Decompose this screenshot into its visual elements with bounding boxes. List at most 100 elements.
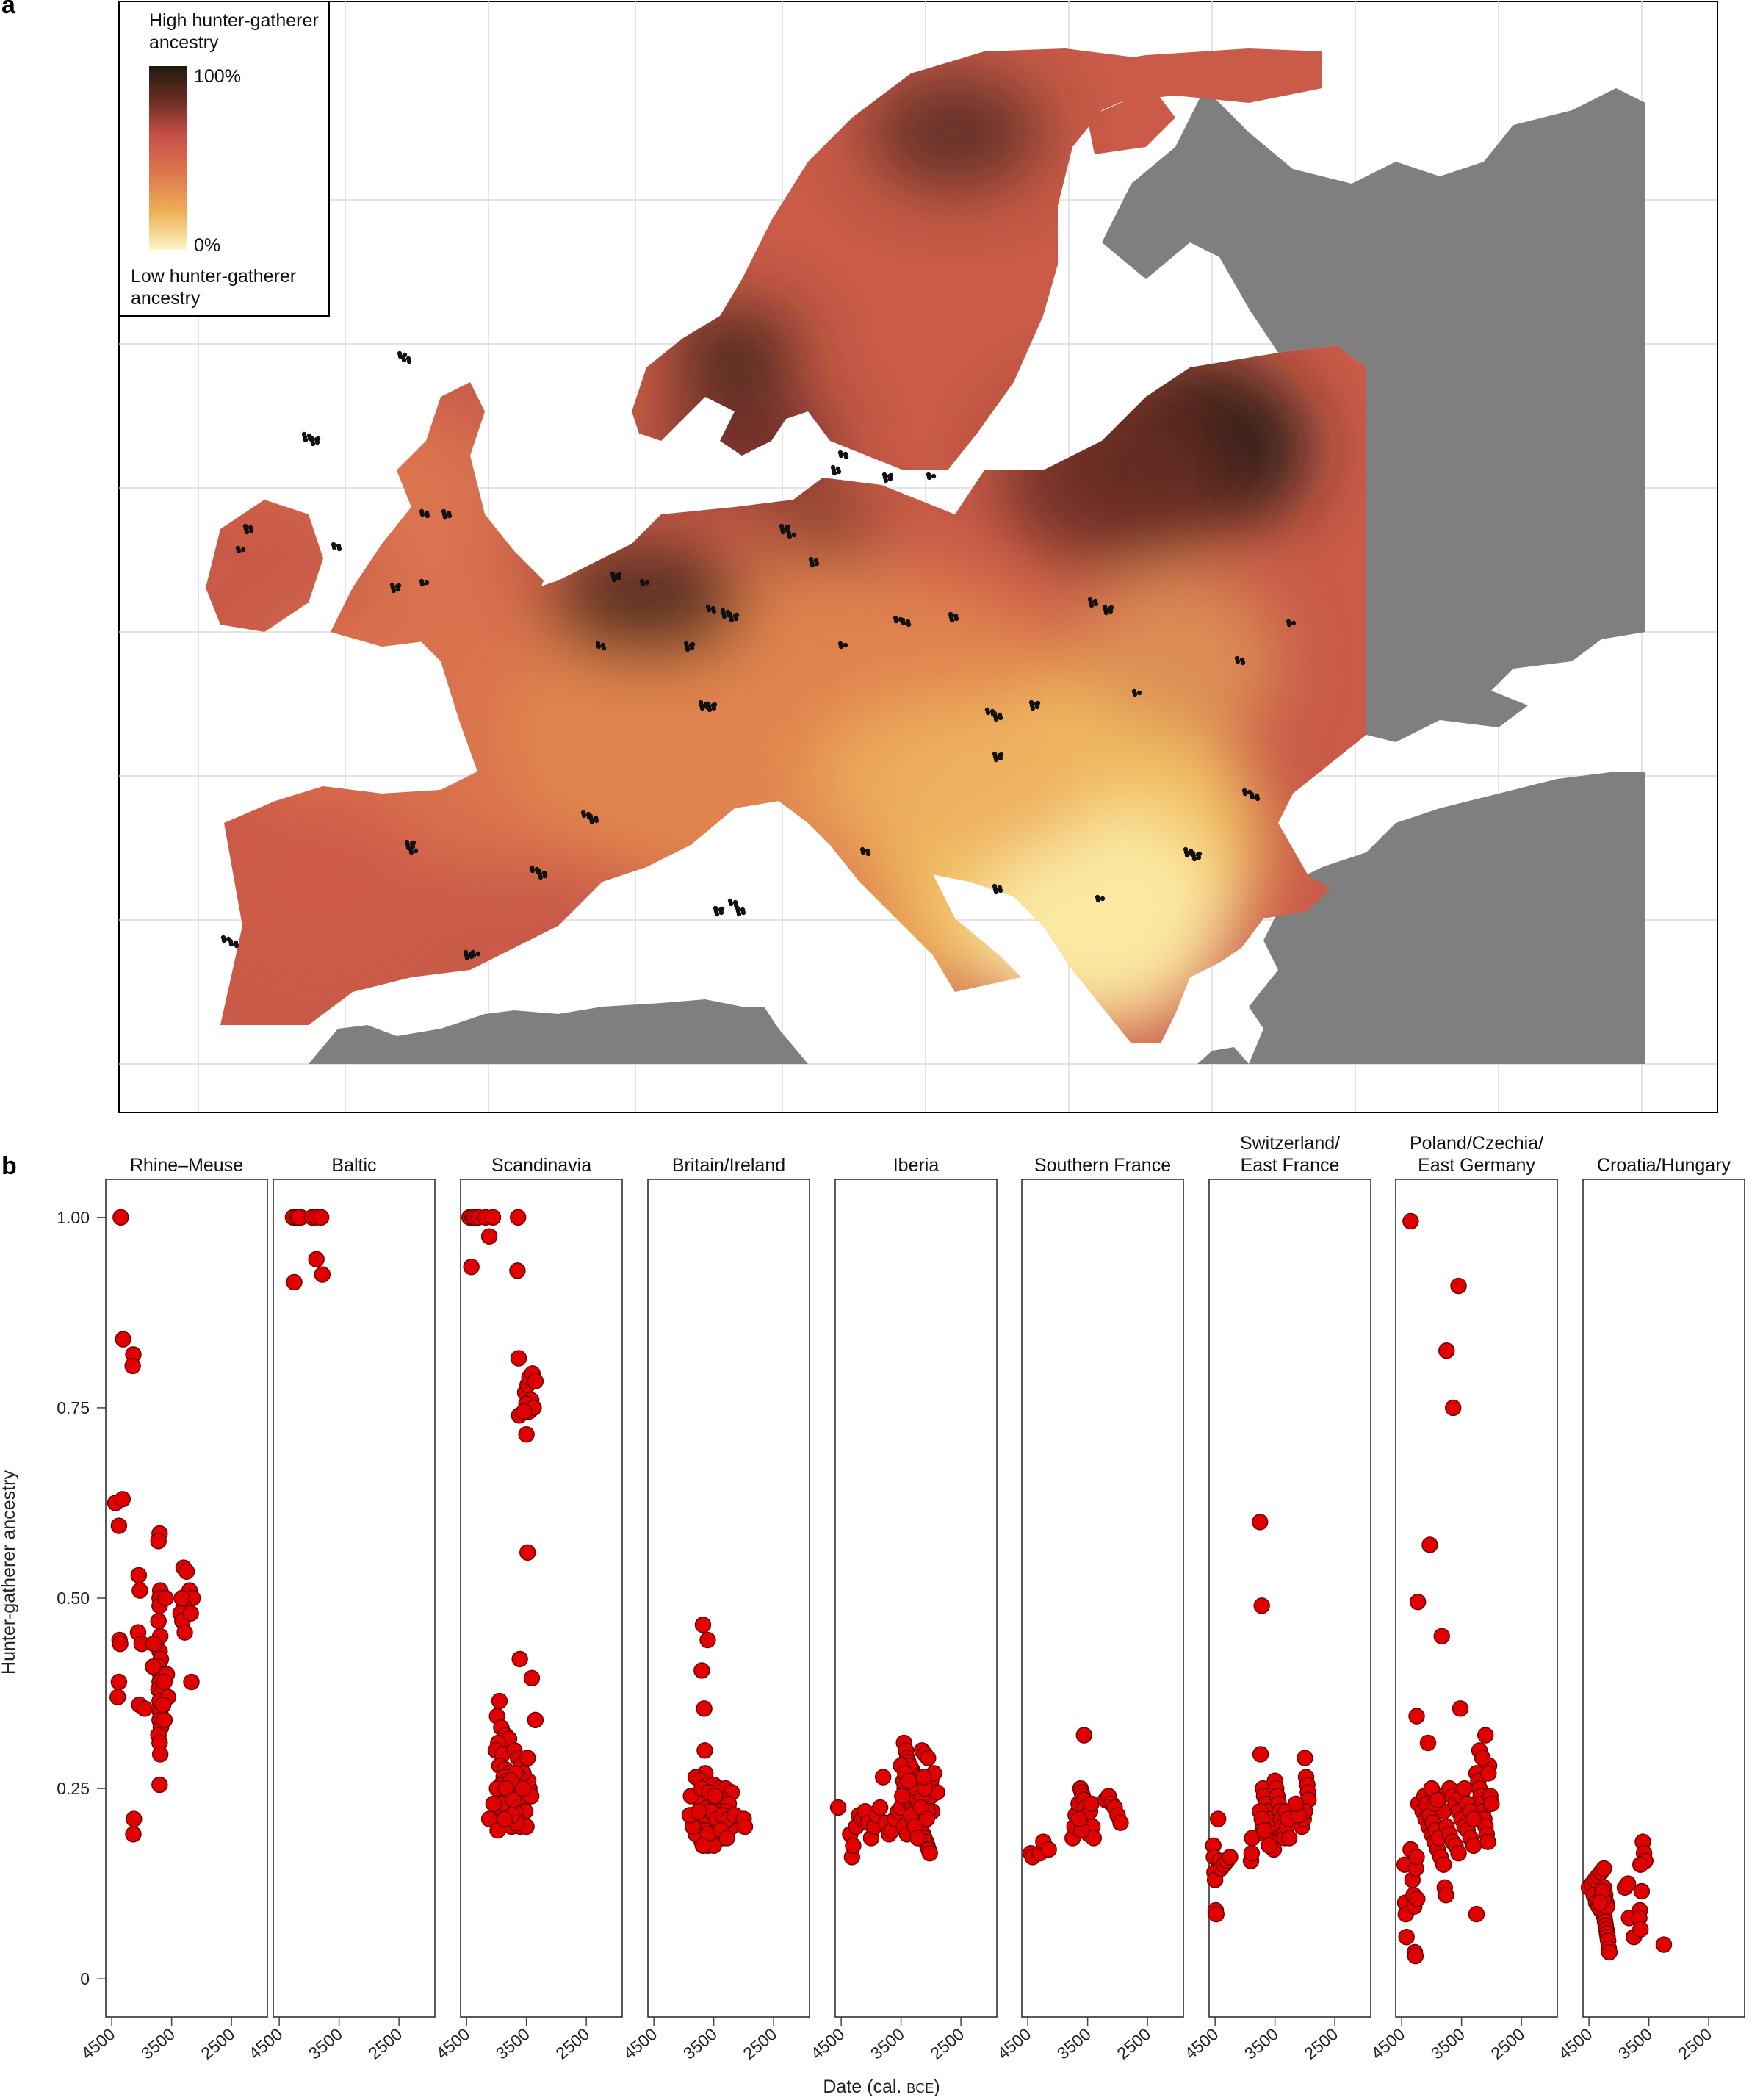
sample-site — [240, 547, 246, 553]
sample-site — [685, 647, 691, 652]
data-point — [1655, 1936, 1673, 1953]
facet-title: Switzerland/ — [1240, 1133, 1340, 1154]
sample-site — [396, 583, 402, 589]
sample-site — [993, 716, 999, 722]
x-tick-label: 4500 — [1367, 2024, 1408, 2063]
data-point — [112, 1635, 129, 1653]
sample-site — [314, 439, 320, 445]
sample-site — [442, 514, 448, 520]
sample-site — [711, 608, 717, 614]
data-point — [114, 1491, 131, 1508]
sample-site — [1235, 658, 1241, 664]
data-point — [1433, 1628, 1450, 1645]
data-point — [901, 1772, 917, 1789]
facet-frame — [1021, 1179, 1184, 2018]
data-point — [131, 1582, 148, 1599]
sample-site — [331, 544, 337, 550]
data-point — [511, 1650, 528, 1668]
sample-site — [719, 906, 725, 912]
data-point — [1596, 1860, 1612, 1877]
x-tick-label: 3500 — [492, 2024, 533, 2063]
sample-site — [413, 848, 419, 854]
y-tick-label: 1.00 — [57, 1208, 90, 1227]
x-axis-label: Date (cal. BCE) — [823, 2076, 940, 2097]
data-point — [1477, 1727, 1494, 1744]
data-point — [909, 1830, 926, 1847]
facet: Switzerland/East France 4500 3500 2500 — [1180, 1133, 1371, 2063]
data-point — [130, 1567, 148, 1584]
data-point — [1408, 1849, 1425, 1866]
data-point — [178, 1563, 195, 1580]
facet-title: Croatia/Hungary — [1597, 1155, 1731, 1176]
facet-frame — [834, 1179, 998, 2018]
data-point — [1112, 1814, 1129, 1831]
sample-site — [1197, 851, 1203, 857]
sample-site — [843, 454, 849, 460]
x-tick-label: 2500 — [1674, 2024, 1715, 2063]
data-point — [1297, 1750, 1313, 1766]
data-point — [156, 1673, 173, 1691]
data-point — [1040, 1841, 1057, 1858]
sample-site — [949, 617, 955, 623]
sample-site — [640, 581, 646, 587]
data-point — [1280, 1830, 1298, 1847]
sample-site — [733, 616, 739, 622]
panel-b-label: b — [1, 1152, 17, 1180]
data-point — [484, 1209, 502, 1226]
sample-site — [993, 889, 999, 895]
data-point — [110, 1673, 128, 1691]
data-point — [1619, 1875, 1637, 1892]
facet-title: Southern France — [1034, 1155, 1171, 1176]
sample-site — [475, 951, 481, 957]
sample-site — [729, 617, 735, 623]
sample-site — [616, 575, 621, 581]
data-point — [145, 1635, 162, 1653]
legend-top-value: 100% — [194, 66, 241, 87]
sample-site — [1093, 601, 1099, 607]
facet: Baltic 4500 3500 2500 — [245, 1155, 436, 2063]
sample-site — [714, 911, 720, 917]
sample-site — [336, 546, 342, 552]
facet-title: Poland/Czechia/ — [1410, 1133, 1543, 1154]
data-point — [314, 1266, 331, 1283]
data-point — [1261, 1837, 1277, 1855]
x-tick-label: 2500 — [1113, 2024, 1154, 2063]
data-point — [1407, 1947, 1424, 1965]
sample-site — [228, 941, 234, 947]
data-point — [514, 1780, 531, 1797]
y-tick-label: 0.75 — [57, 1398, 90, 1417]
data-point — [1468, 1905, 1485, 1923]
x-tick-label: 2500 — [926, 2024, 967, 2063]
sample-site — [1132, 691, 1138, 697]
facet: Iberia 4500 3500 2500 — [807, 1155, 998, 2063]
facet-frame — [1582, 1179, 1745, 2018]
sample-site — [906, 622, 912, 628]
sample-site — [471, 952, 477, 958]
sample-site — [303, 437, 309, 443]
data-point — [1398, 1928, 1415, 1946]
sample-site — [406, 359, 412, 364]
sample-site — [315, 436, 321, 442]
data-point — [1450, 1844, 1467, 1862]
sample-site — [601, 645, 607, 651]
sample-site — [611, 577, 617, 583]
y-tick-label: 0 — [80, 1969, 90, 1988]
sample-site — [860, 849, 866, 855]
legend-high-line2: ancestry — [149, 32, 219, 53]
sample-site — [1196, 855, 1202, 860]
facets: Rhine–Meuse 4500 3500 2500 Baltic 4500 3500 250… — [77, 1133, 1745, 2063]
data-point — [915, 1769, 932, 1786]
x-tick-label: 4500 — [807, 2024, 848, 2063]
data-point — [151, 1746, 169, 1763]
sample-site — [838, 644, 844, 650]
sample-site — [616, 572, 622, 578]
y-axis-label: Hunter-gatherer ancestry — [0, 1470, 19, 1675]
data-point — [126, 1810, 143, 1827]
sample-site — [785, 524, 791, 530]
data-point — [124, 1357, 141, 1375]
sample-site — [248, 528, 254, 533]
sample-site — [888, 472, 894, 478]
data-point — [696, 1742, 713, 1759]
data-point — [519, 1750, 536, 1766]
sample-site — [542, 873, 548, 879]
